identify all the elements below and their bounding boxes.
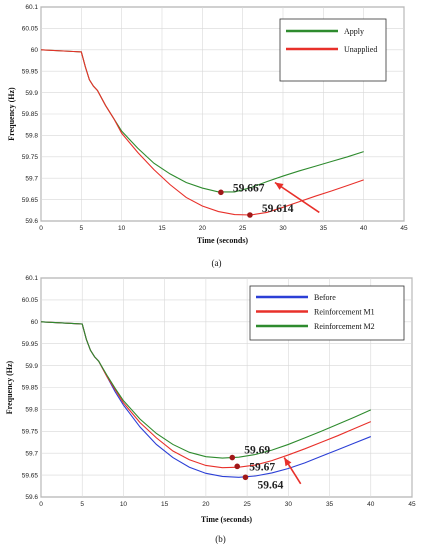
- trend-arrow-shaft: [274, 181, 320, 214]
- legend: Before Reinforcement M1 Reinforcement M2: [249, 285, 405, 341]
- chart-panel-a: 0 5 10 15 20 25 30 35 40 45 59.6 59.65 59.7 59.75 59.8…: [7, 4, 408, 268]
- x-tick-label: 40: [360, 225, 368, 232]
- x-tick-label: 5: [80, 501, 84, 508]
- legend-label: Before: [314, 293, 336, 302]
- trend-arrow-head: [284, 457, 292, 467]
- x-tick-label: 35: [326, 501, 334, 508]
- x-tick-label: 30: [285, 501, 293, 508]
- y-tick-label: 59.8: [25, 407, 38, 414]
- panel-label: (b): [215, 534, 226, 544]
- x-tick-label: 10: [120, 501, 128, 508]
- x-tick-label: 45: [408, 501, 416, 508]
- x-tick-label: 15: [158, 225, 166, 232]
- minimum-marker: [247, 212, 253, 218]
- y-tick-label: 59.7: [25, 175, 38, 182]
- y-tick-label: 60.1: [25, 4, 38, 11]
- y-tick-label: 59.85: [22, 111, 39, 118]
- x-tick-label: 25: [239, 225, 247, 232]
- minimum-marker: [242, 474, 249, 481]
- series-line-reinforcement-m2: [40, 321, 372, 459]
- x-tick-label: 25: [243, 501, 251, 508]
- y-tick-label: 59.6: [25, 218, 38, 225]
- x-axis-label: Time (seconds): [197, 236, 249, 245]
- y-tick-label: 59.9: [25, 90, 38, 97]
- y-axis-label: Frequency (Hz): [7, 87, 16, 141]
- x-tick-label: 0: [39, 225, 43, 232]
- minimum-value-label: 59.64: [257, 479, 283, 491]
- y-tick-label: 59.65: [22, 472, 39, 479]
- y-tick-label: 60.1: [25, 275, 38, 282]
- y-tick-label: 59.75: [22, 154, 39, 161]
- x-tick-label: 40: [367, 501, 375, 508]
- y-tick-label: 59.95: [22, 341, 39, 348]
- x-tick-label: 15: [161, 501, 169, 508]
- y-axis-label: Frequency (Hz): [5, 360, 14, 414]
- x-tick-label: 0: [39, 501, 43, 508]
- x-tick-label: 10: [118, 225, 126, 232]
- y-tick-label: 59.65: [22, 197, 39, 204]
- minimum-value-label: 59.67: [249, 461, 275, 473]
- minimum-marker: [218, 189, 224, 196]
- x-tick-label: 30: [279, 225, 287, 232]
- legend: Apply Unapplied: [279, 18, 387, 82]
- minimum-value-label: 59.667: [233, 182, 265, 194]
- minimum-value-label: 59.69: [244, 445, 270, 457]
- x-tick-label: 20: [199, 225, 207, 232]
- trend-arrow-head: [274, 182, 284, 190]
- y-tick-label: 59.9: [25, 363, 38, 370]
- y-tick-label: 59.75: [22, 429, 39, 436]
- y-tick-label: 60.05: [22, 26, 39, 33]
- legend-label: Unapplied: [344, 45, 377, 54]
- panel-label: (a): [212, 258, 222, 268]
- x-tick-label: 45: [400, 225, 408, 232]
- y-tick-label: 60: [31, 47, 39, 54]
- x-tick-label: 5: [80, 225, 84, 232]
- series-line-unapplied: [40, 49, 364, 216]
- legend-label: Apply: [344, 27, 364, 36]
- y-tick-label: 59.95: [22, 68, 39, 75]
- legend-label: Reinforcement M1: [314, 307, 375, 316]
- y-tick-label: 59.85: [22, 385, 39, 392]
- legend-box: [249, 285, 405, 341]
- x-axis-label: Time (seconds): [201, 515, 253, 524]
- y-tick-label: 60: [31, 319, 39, 326]
- y-tick-label: 60.05: [22, 297, 39, 304]
- x-tick-label: 35: [320, 225, 328, 232]
- y-tick-label: 59.6: [25, 494, 38, 501]
- minimum-marker: [229, 454, 236, 461]
- x-tick-label: 20: [202, 501, 210, 508]
- legend-label: Reinforcement M2: [314, 322, 375, 331]
- chart-panel-b: 0 5 10 15 20 25 30 35 40 45 59.6 59.65 59.7 59.75 59.8…: [5, 275, 416, 544]
- minimum-value-label: 59.614: [262, 203, 294, 215]
- y-tick-label: 59.7: [25, 450, 38, 457]
- minimum-marker: [234, 463, 241, 470]
- y-tick-label: 59.8: [25, 133, 38, 140]
